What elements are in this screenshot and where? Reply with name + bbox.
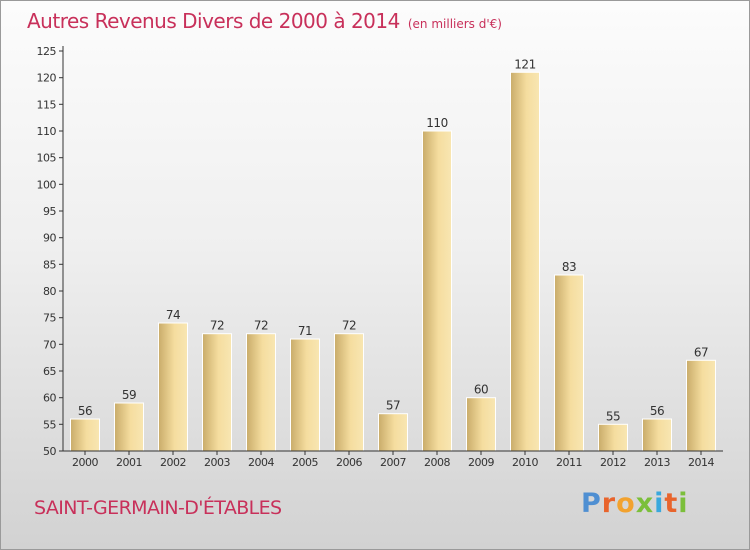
- x-tick-label: 2004: [248, 456, 274, 469]
- y-tick-label: 110: [37, 125, 57, 138]
- y-tick-label: 105: [37, 152, 57, 165]
- x-tick-label: 2003: [204, 456, 230, 469]
- bar-value-label: 56: [650, 404, 664, 418]
- x-tick-label: 2012: [600, 456, 626, 469]
- y-tick-label: 125: [37, 45, 57, 58]
- bar: [466, 397, 496, 452]
- commune-name: SAINT-GERMAIN-D'ÉTABLES: [34, 497, 282, 519]
- y-tick-label: 60: [43, 392, 56, 405]
- bar-value-label: 59: [122, 388, 136, 402]
- bar: [246, 333, 276, 452]
- bar: [334, 333, 364, 452]
- y-tick-label: 115: [37, 98, 57, 111]
- x-tick-label: 2000: [72, 456, 98, 469]
- chart-title: Autres Revenus Divers de 2000 à 2014 (en …: [27, 9, 502, 33]
- bar-value-label: 121: [514, 57, 535, 71]
- y-tick-label: 50: [43, 445, 56, 458]
- x-tick-label: 2008: [424, 456, 450, 469]
- x-tick-label: 2009: [468, 456, 494, 469]
- bar: [114, 402, 144, 452]
- bar: [202, 333, 232, 452]
- y-tick-label: 85: [43, 258, 56, 271]
- bar: [422, 130, 452, 452]
- y-tick-label: 95: [43, 205, 56, 218]
- bars-group: 56 59 74 72 72 71 72 57 110 60 121 83 55 56 67: [70, 57, 716, 452]
- y-tick-label: 70: [43, 338, 56, 351]
- bar-value-label: 72: [210, 319, 224, 333]
- bar: [378, 413, 408, 452]
- x-tick-label: 2011: [556, 456, 582, 469]
- y-tick-label: 80: [43, 285, 56, 298]
- chart-subtitle: (en milliers d'€): [407, 17, 502, 31]
- y-tick-label: 120: [37, 72, 57, 85]
- y-tick-label: 55: [43, 418, 56, 431]
- bar: [686, 359, 716, 452]
- x-tick-label: 2007: [380, 456, 406, 469]
- bar-value-label: 71: [298, 324, 312, 338]
- bar: [70, 418, 100, 452]
- x-tick-label: 2006: [336, 456, 362, 469]
- bar: [554, 274, 584, 452]
- bar: [642, 418, 672, 452]
- bar-value-label: 56: [78, 404, 92, 418]
- bar-value-label: 72: [254, 319, 268, 333]
- bar-value-label: 110: [426, 116, 447, 130]
- bar: [290, 338, 320, 452]
- y-tick-label: 65: [43, 365, 56, 378]
- x-tick-label: 2010: [512, 456, 538, 469]
- bar: [158, 322, 188, 452]
- bar-value-label: 74: [166, 308, 180, 322]
- bar-value-label: 60: [474, 383, 488, 397]
- bar-value-label: 83: [562, 260, 576, 274]
- chart-title-text: Autres Revenus Divers de 2000 à 2014: [27, 9, 400, 33]
- axes-group: 2000 2001 2002 2003 2004 2005 2006 2007 2008 2009…: [37, 45, 723, 469]
- bar-value-label: 72: [342, 319, 356, 333]
- y-tick-label: 90: [43, 232, 56, 245]
- x-tick-label: 2013: [644, 456, 670, 469]
- bar-value-label: 57: [386, 399, 400, 413]
- bar-value-label: 67: [694, 345, 708, 359]
- x-tick-label: 2005: [292, 456, 318, 469]
- bar: [510, 71, 540, 452]
- bar: [598, 423, 628, 452]
- bar-value-label: 55: [606, 409, 620, 423]
- proxiti-logo: Proxiti: [581, 488, 689, 519]
- x-tick-label: 2001: [116, 456, 142, 469]
- y-tick-label: 75: [43, 312, 56, 325]
- y-tick-label: 100: [37, 178, 57, 191]
- x-tick-label: 2002: [160, 456, 186, 469]
- x-tick-label: 2014: [688, 456, 714, 469]
